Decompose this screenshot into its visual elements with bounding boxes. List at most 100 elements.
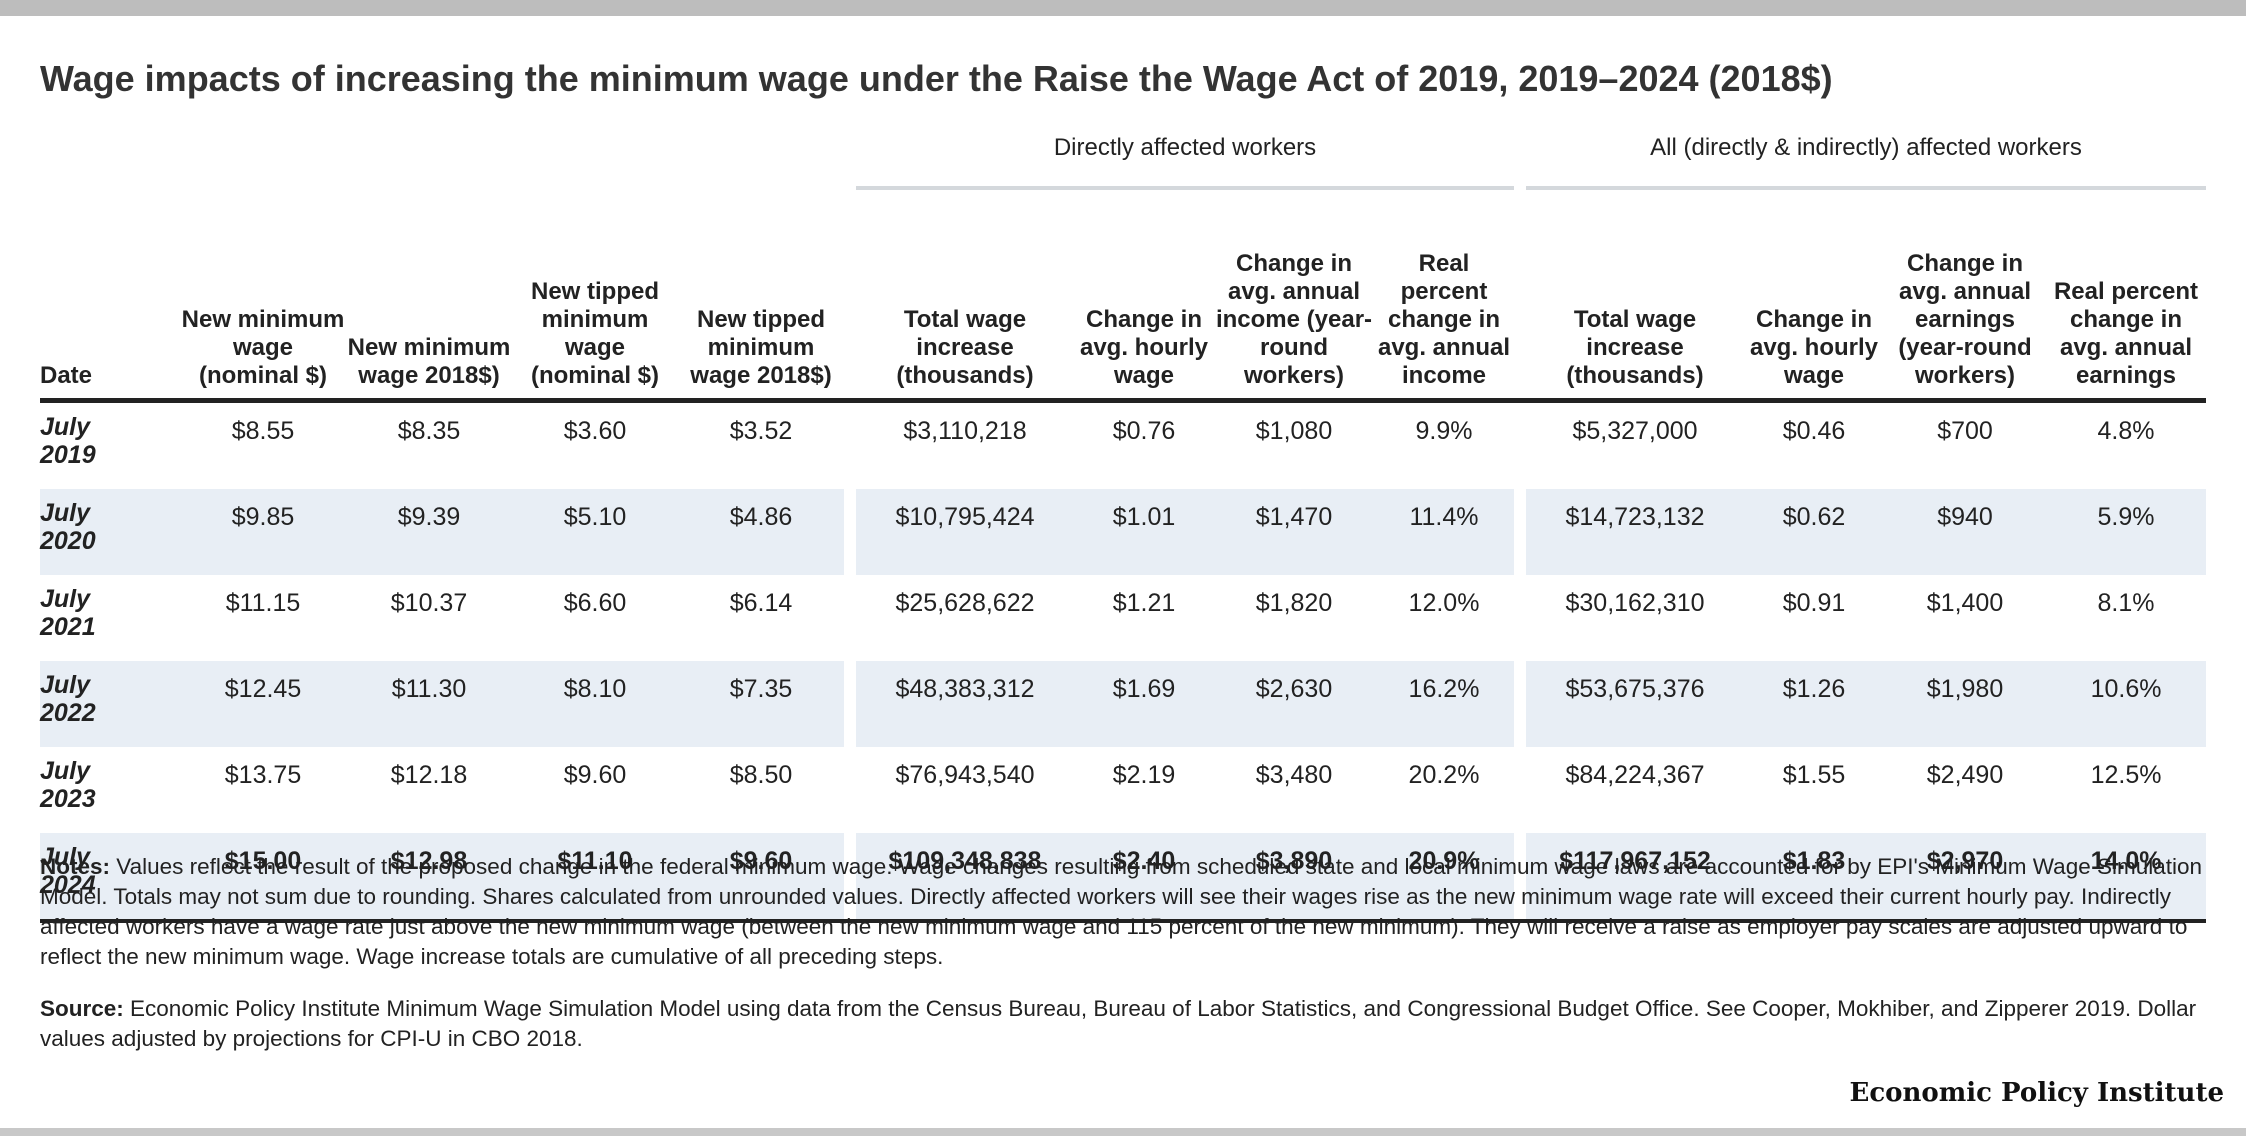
cell-all-annual: $2,970 (1884, 833, 2046, 923)
date-year: 2020 (40, 527, 96, 555)
cell-real-tipped: $6.14 (729, 589, 793, 617)
cell-nominal-tipped: $3.60 (563, 417, 627, 445)
table-row: July 2023 $13.75 $12.18 $9.60 $8.50 $76,9… (40, 747, 2206, 833)
cell-all-total: $117,967,152 (1526, 833, 1744, 923)
cell-direct-hourly: $1.01 (1074, 489, 1214, 575)
cell-nominal-min: $15.00 (180, 833, 346, 923)
cell-direct-annual: $1,080 (1255, 417, 1333, 445)
cell-direct-annual: $2,630 (1214, 661, 1374, 747)
cell-all-total: $84,224,367 (1565, 761, 1705, 789)
date-year: 2023 (40, 785, 96, 813)
notes-label: Notes: (40, 854, 111, 879)
cell-direct-total: $3,110,218 (903, 417, 1027, 445)
cell-all-pct: 8.1% (2097, 589, 2155, 617)
date-cell: July 2020 (40, 489, 180, 575)
table-row: July 2020 $9.85 $9.39 $5.10 $4.86 $10,795… (40, 489, 2207, 575)
date-cell: July 2023 (40, 747, 180, 833)
cell-real-tipped: $3.52 (729, 417, 793, 445)
date-cell: July 2021 (40, 575, 180, 661)
cell-direct-pct: 16.2% (1374, 661, 1514, 747)
group-header-row: Directly affected workers All (directly … (40, 122, 2207, 190)
col-header-real-min: New minimum wage 2018$) (346, 188, 512, 403)
table-title: Wage impacts of increasing the minimum w… (40, 58, 1833, 99)
cell-all-pct: 5.9% (2046, 489, 2207, 575)
table-notes: Notes: Values reflect the result of the … (40, 852, 2210, 972)
date-year: 2019 (40, 441, 96, 469)
cell-real-min: $12.18 (390, 761, 468, 789)
column-header-row: Date New minimum wage (nominal $) New mi… (40, 188, 2207, 403)
bottom-border-bar (0, 1128, 2246, 1136)
cell-real-min: $10.37 (390, 589, 468, 617)
cell-all-annual: $1,400 (1926, 589, 2004, 617)
col-header-direct-hourly: Change in avg. hourly wage (1074, 188, 1214, 403)
cell-all-annual: $1,980 (1884, 661, 2046, 747)
cell-all-hourly: $0.62 (1744, 489, 1884, 575)
date-cell: July 2022 (40, 661, 180, 747)
table-row: July 2024 $15.00 $12.98 $11.10 $9.60 $109… (40, 833, 2207, 923)
cell-real-tipped: $7.35 (678, 661, 844, 747)
cell-all-annual: $940 (1884, 489, 2046, 575)
cell-all-pct: 10.6% (2046, 661, 2207, 747)
col-header-all-hourly: Change in avg. hourly wage (1744, 188, 1884, 403)
cell-nominal-min: $12.45 (180, 661, 346, 747)
group-header-direct: Directly affected workers (856, 122, 1514, 190)
cell-nominal-min: $11.15 (225, 589, 301, 617)
cell-nominal-min: $13.75 (224, 761, 302, 789)
cell-direct-pct: 9.9% (1415, 417, 1473, 445)
source-label: Source: (40, 996, 124, 1021)
cell-real-min: $11.30 (346, 661, 512, 747)
cell-all-pct: 4.8% (2097, 417, 2155, 445)
cell-all-hourly: $0.91 (1782, 589, 1846, 617)
cell-all-hourly: $1.55 (1782, 761, 1846, 789)
date-month: July (40, 671, 91, 699)
col-header-all-total: Total wage increase (thousands) (1526, 188, 1744, 403)
cell-all-hourly: $0.46 (1782, 417, 1846, 445)
group-header-all: All (directly & indirectly) affected wor… (1526, 122, 2207, 190)
cell-real-tipped: $9.60 (678, 833, 844, 923)
cell-direct-total: $10,795,424 (856, 489, 1074, 575)
cell-nominal-tipped: $6.60 (563, 589, 627, 617)
cell-direct-annual: $3,890 (1214, 833, 1374, 923)
table-source: Source: Economic Policy Institute Minimu… (40, 994, 2210, 1054)
table-row: July 2021 $11.15 $10.37 $6.60 $6.14 $25,6… (40, 575, 2206, 661)
col-header-real-tipped: New tipped minimum wage 2018$) (678, 188, 844, 403)
cell-direct-hourly: $1.21 (1112, 589, 1176, 617)
cell-nominal-tipped: $11.10 (512, 833, 678, 923)
cell-direct-hourly: $2.40 (1074, 833, 1214, 923)
cell-all-annual: $2,490 (1926, 761, 2004, 789)
cell-all-pct: 12.5% (2090, 761, 2162, 789)
cell-all-total: $53,675,376 (1526, 661, 1744, 747)
source-text: Economic Policy Institute Minimum Wage S… (40, 996, 2197, 1051)
cell-direct-pct: 20.9% (1374, 833, 1514, 923)
date-year: 2021 (40, 613, 96, 641)
col-header-nominal-min: New minimum wage (nominal $) (180, 188, 346, 403)
date-month: July (40, 499, 91, 527)
col-header-all-annual: Change in avg. annual earnings (year-rou… (1884, 188, 2046, 403)
col-header-direct-pct: Real percent change in avg. annual incom… (1374, 188, 1514, 403)
cell-all-annual: $700 (1937, 417, 1993, 445)
cell-real-min: $12.98 (346, 833, 512, 923)
date-cell: July 2024 (40, 833, 180, 923)
date-month: July (40, 585, 91, 613)
cell-all-hourly: $1.83 (1744, 833, 1884, 923)
table-row: July 2019 $8.55 $8.35 $3.60 $3.52 $3,110,… (40, 400, 2206, 489)
date-month: July (40, 843, 91, 871)
cell-direct-total: $25,628,622 (895, 589, 1035, 617)
date-month: July (40, 413, 91, 441)
cell-real-min: $9.39 (346, 489, 512, 575)
cell-all-total: $5,327,000 (1572, 417, 1698, 445)
cell-direct-annual: $3,480 (1255, 761, 1333, 789)
cell-nominal-tipped: $9.60 (563, 761, 627, 789)
col-header-all-pct: Real percent change in avg. annual earni… (2046, 188, 2207, 403)
wage-impacts-table: Directly affected workers All (directly … (40, 122, 2207, 923)
cell-nominal-tipped: $8.10 (512, 661, 678, 747)
cell-nominal-min: $8.55 (231, 417, 295, 445)
cell-direct-total: $48,383,312 (856, 661, 1074, 747)
cell-all-total: $30,162,310 (1565, 589, 1705, 617)
notes-text: Values reflect the result of the propose… (40, 854, 2203, 969)
cell-direct-pct: 20.2% (1408, 761, 1480, 789)
date-month: July (40, 757, 91, 785)
cell-direct-hourly: $0.76 (1112, 417, 1176, 445)
cell-nominal-min: $9.85 (180, 489, 346, 575)
cell-real-min: $8.35 (397, 417, 461, 445)
